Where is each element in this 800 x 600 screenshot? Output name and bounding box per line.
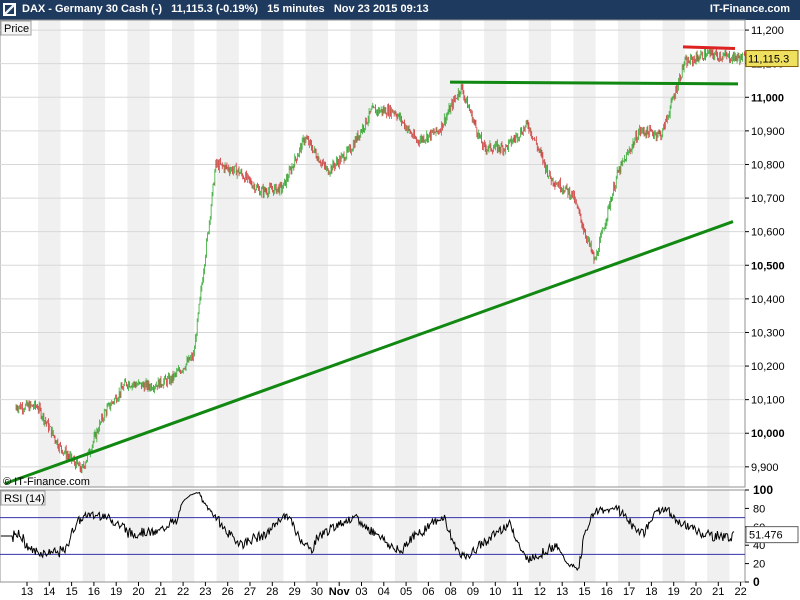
price-axis-label: 9,900 xyxy=(751,462,779,474)
date-axis-label: 03 xyxy=(355,586,367,598)
price-axis-label: 10,700 xyxy=(751,193,785,205)
day-band xyxy=(618,20,640,487)
price-axis-label: 10,200 xyxy=(751,361,785,373)
day-band xyxy=(707,20,729,487)
date-axis-label: 20 xyxy=(690,586,702,598)
day-band xyxy=(529,490,551,582)
date-axis-label: 20 xyxy=(132,586,144,598)
date-axis-label: 22 xyxy=(734,586,746,598)
date-axis-label: Nov xyxy=(329,586,351,598)
date-axis-label: 17 xyxy=(623,586,635,598)
date-axis-label: 16 xyxy=(88,586,100,598)
day-band xyxy=(261,20,283,487)
day-band xyxy=(38,20,60,487)
date-axis-label: 16 xyxy=(601,586,613,598)
date-axis-label: 26 xyxy=(222,586,234,598)
date-axis-label: 10 xyxy=(489,586,501,598)
price-axis-label: 11,200 xyxy=(751,25,784,37)
price-axis-label: 10,000 xyxy=(751,428,785,440)
date-axis-label: 21 xyxy=(712,586,724,598)
day-band xyxy=(663,20,685,487)
date-axis-label: 19 xyxy=(110,586,122,598)
day-band xyxy=(618,490,640,582)
date-axis-label: 23 xyxy=(199,586,211,598)
day-band xyxy=(663,490,685,582)
watermark: © IT-Finance.com xyxy=(3,476,90,488)
day-band xyxy=(484,20,506,487)
price-axis-label: 10,500 xyxy=(751,260,785,272)
day-band xyxy=(529,20,551,487)
rsi-axis-label: 100 xyxy=(753,483,773,497)
last-price-value: 11,115.3 xyxy=(748,54,789,66)
date-axis-label: 06 xyxy=(422,586,434,598)
date-axis-label: 22 xyxy=(177,586,189,598)
rsi-axis-label: 0 xyxy=(753,575,760,589)
day-band xyxy=(350,20,372,487)
price-axis-label: 10,100 xyxy=(751,395,785,407)
day-band xyxy=(217,20,239,487)
day-band xyxy=(83,490,105,582)
resistance-line[interactable] xyxy=(683,47,735,49)
price-axis-label: 10,600 xyxy=(751,227,785,239)
day-band xyxy=(350,490,372,582)
day-band xyxy=(395,20,417,487)
price-label-text: Price xyxy=(4,23,29,35)
date-axis-label: 12 xyxy=(534,586,546,598)
date-axis-label: 30 xyxy=(311,586,323,598)
date-axis-label: 14 xyxy=(43,586,55,598)
date-axis-label: 11 xyxy=(512,586,523,598)
day-band xyxy=(306,20,328,487)
date-axis-label: 08 xyxy=(445,586,457,598)
rsi-axis-label: 80 xyxy=(753,503,765,515)
day-band xyxy=(261,490,283,582)
day-band xyxy=(127,20,149,487)
rsi-label: RSI (14) xyxy=(1,491,45,505)
date-axis-label: 21 xyxy=(155,586,167,598)
support-line[interactable] xyxy=(450,82,738,84)
date-axis-label: 13 xyxy=(556,586,568,598)
price-axis-label: 10,900 xyxy=(751,126,785,138)
date-axis-label: 13 xyxy=(21,586,33,598)
price-label: Price xyxy=(1,21,31,35)
rsi-last-value: 51.476 xyxy=(749,530,783,542)
day-band xyxy=(172,490,194,582)
date-axis-label: 19 xyxy=(668,586,680,598)
rsi-axis-label: 20 xyxy=(753,559,765,571)
date-axis-label: 29 xyxy=(288,586,300,598)
date-axis-label: 18 xyxy=(645,586,657,598)
price-axis-label: 11,000 xyxy=(751,92,784,104)
date-axis-label: 05 xyxy=(400,586,412,598)
price-axis-label: 10,400 xyxy=(751,294,785,306)
date-axis-label: 27 xyxy=(244,586,256,598)
rsi-label-text: RSI (14) xyxy=(4,493,45,505)
date-axis-label: 09 xyxy=(467,586,479,598)
price-axis-label: 10,300 xyxy=(751,327,785,339)
date-axis-label: 15 xyxy=(65,586,77,598)
date-axis-label: 04 xyxy=(378,586,390,598)
date-axis-label: 15 xyxy=(578,586,590,598)
date-axis-label: 28 xyxy=(266,586,278,598)
price-axis-label: 10,800 xyxy=(751,159,785,171)
